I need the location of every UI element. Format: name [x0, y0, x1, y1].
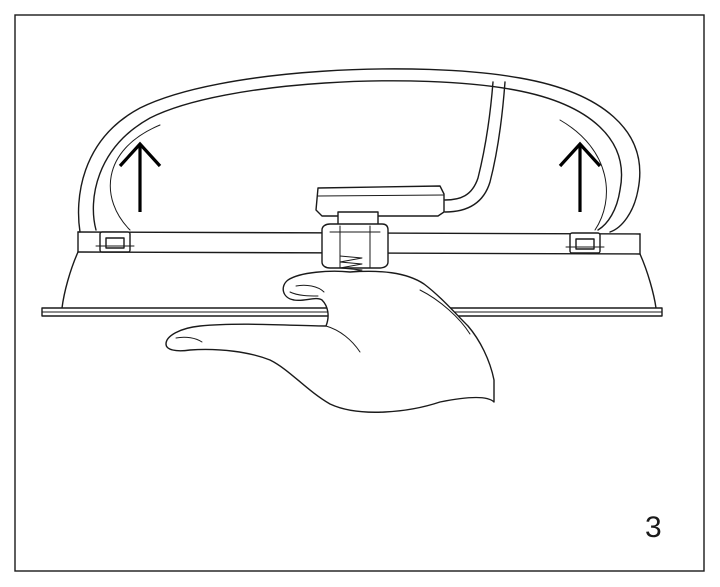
right-spring-clip — [565, 232, 605, 254]
left-spring-clip — [95, 231, 135, 253]
step-number: 3 — [645, 511, 662, 544]
lift-arrow-right — [558, 141, 602, 212]
cable-bracket — [444, 81, 506, 213]
figure-border — [14, 14, 705, 572]
lift-arrow-left — [118, 141, 162, 212]
reflector-housing — [77, 68, 641, 233]
hand-illustration — [165, 270, 495, 413]
connector-block — [315, 185, 445, 217]
center-knob — [321, 211, 389, 277]
